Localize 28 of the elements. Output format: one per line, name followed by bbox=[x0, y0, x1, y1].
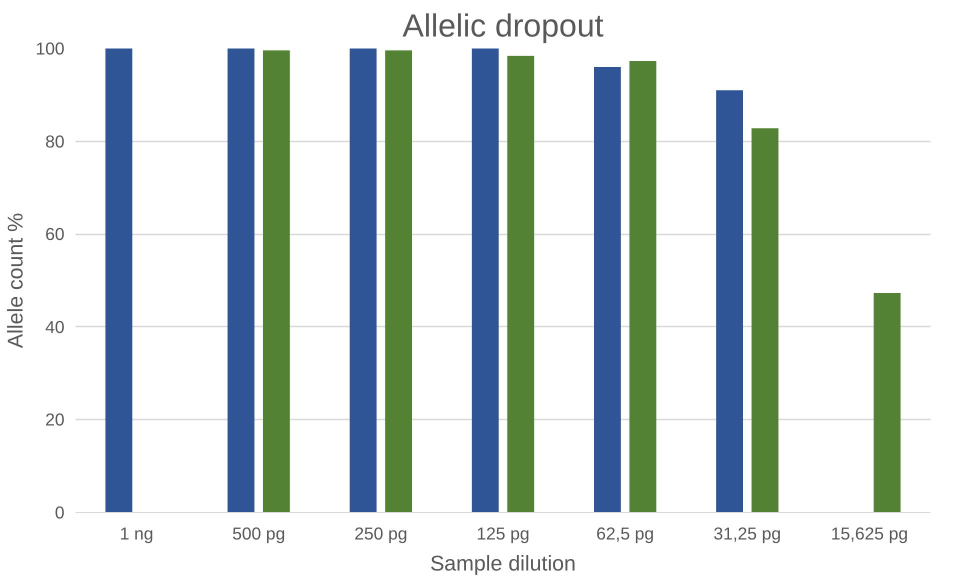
x-tick-label: 31,25 pg bbox=[714, 524, 782, 544]
x-tick-label: 62,5 pg bbox=[596, 524, 654, 544]
bar bbox=[874, 293, 901, 512]
x-tick-label: 15,625 pg bbox=[830, 524, 908, 544]
bar bbox=[228, 48, 254, 512]
y-tick-label: 60 bbox=[45, 224, 65, 244]
y-tick-label: 20 bbox=[45, 410, 65, 430]
chart-title: Allelic dropout bbox=[402, 8, 604, 44]
bar bbox=[629, 61, 656, 512]
y-tick-label: 0 bbox=[54, 502, 65, 522]
x-tick-label: 250 pg bbox=[354, 524, 408, 544]
bar bbox=[385, 50, 412, 512]
bar bbox=[594, 67, 621, 512]
bar bbox=[752, 128, 778, 512]
bar bbox=[507, 56, 534, 512]
y-tick-label: 100 bbox=[36, 38, 65, 58]
x-axis-title: Sample dilution bbox=[430, 552, 576, 576]
y-tick-label: 40 bbox=[45, 316, 65, 337]
bar bbox=[472, 48, 499, 512]
x-tick-label: 500 pg bbox=[232, 524, 286, 544]
y-tick-label: 80 bbox=[45, 131, 65, 152]
bar bbox=[262, 50, 290, 512]
x-tick-label: 1 ng bbox=[120, 524, 154, 544]
bar bbox=[350, 48, 377, 512]
x-tick-label: 125 pg bbox=[476, 524, 530, 544]
bar bbox=[716, 90, 744, 512]
y-axis-title: Allele count % bbox=[4, 212, 28, 348]
bar bbox=[105, 48, 132, 512]
